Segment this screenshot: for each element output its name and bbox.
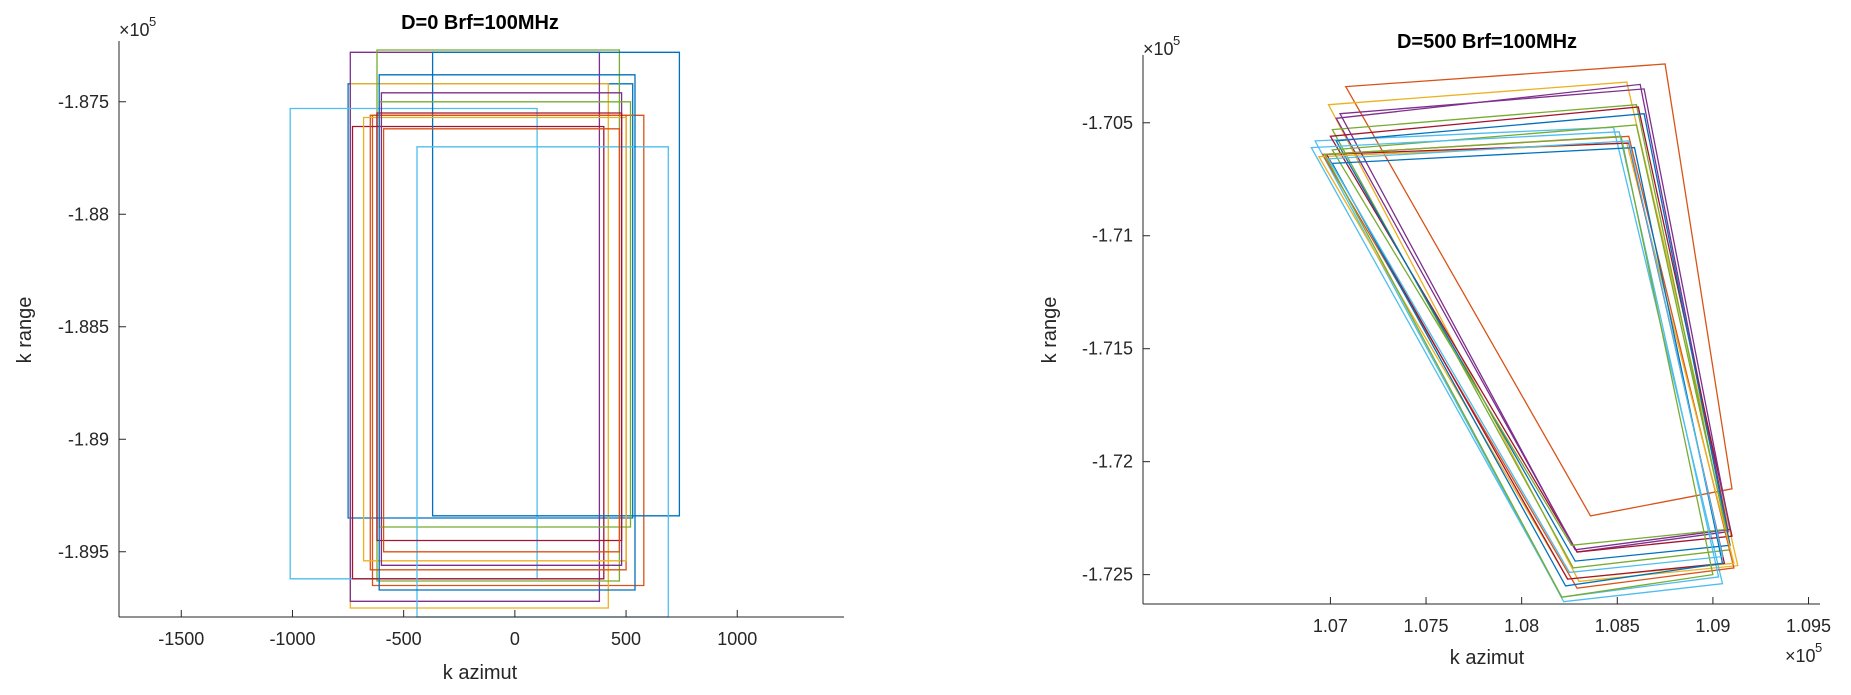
right-series-16 xyxy=(1327,140,1724,574)
right-series-12 xyxy=(1310,131,1720,598)
left-series-1 xyxy=(347,83,634,519)
right-y-tick-label: -1.72 xyxy=(1092,452,1133,472)
right-y-exponent-base: ×10 xyxy=(1143,39,1174,59)
right-x-exponent-power: 5 xyxy=(1815,640,1822,655)
left-series-4 xyxy=(349,51,601,602)
right-series-group xyxy=(1310,63,1739,603)
right-series-5 xyxy=(1314,126,1724,603)
right-axes xyxy=(1142,55,1820,605)
right-y-tick-label: -1.715 xyxy=(1082,339,1133,359)
left-series-15 xyxy=(378,74,636,591)
right-y-tick-label: -1.705 xyxy=(1082,113,1133,133)
right-series-1 xyxy=(1344,63,1733,517)
right-x-tick-label: 1.095 xyxy=(1786,616,1831,636)
left-x-tick-label: 0 xyxy=(510,629,520,649)
left-series-10 xyxy=(362,116,627,562)
right-series-6 xyxy=(1329,106,1733,553)
left-series-9 xyxy=(369,114,627,571)
left-series-11 xyxy=(380,92,623,566)
right-x-tick-label: 1.075 xyxy=(1404,616,1449,636)
left-x-axis-label: k azimut xyxy=(443,662,518,684)
right-series-2 xyxy=(1327,81,1739,583)
left-y-exponent-power: 5 xyxy=(149,14,156,29)
left-y-exponent: ×10 5 xyxy=(119,14,156,40)
left-y-ticks: -1.875 -1.88 -1.885 -1.89 -1.895 xyxy=(58,92,126,562)
left-series-7 xyxy=(351,125,605,580)
right-series-4 xyxy=(1331,104,1731,569)
left-series-6 xyxy=(289,107,538,580)
left-x-tick-label: -1000 xyxy=(269,629,315,649)
plot-left: D=0 Brf=100MHz -1500 -1000 -500 0 500 1000 -1… xyxy=(14,12,844,684)
left-series-8 xyxy=(431,51,681,517)
left-axes xyxy=(118,41,844,618)
right-x-ticks: 1.07 1.075 1.08 1.085 1.09 1.095 xyxy=(1313,597,1831,636)
left-y-axis-label: k range xyxy=(14,297,36,364)
right-x-exponent-base: ×10 xyxy=(1785,646,1816,666)
left-series-2 xyxy=(371,114,645,587)
right-y-axis-label: k range xyxy=(1039,297,1061,364)
right-x-tick-label: 1.09 xyxy=(1695,616,1730,636)
right-title: D=500 Brf=100MHz xyxy=(1397,31,1577,53)
left-x-tick-label: -1500 xyxy=(158,629,204,649)
left-series-14 xyxy=(376,112,623,542)
right-y-tick-label: -1.725 xyxy=(1082,565,1133,585)
right-x-tick-label: 1.08 xyxy=(1504,616,1539,636)
left-y-tick-label: -1.895 xyxy=(58,542,109,562)
right-x-tick-label: 1.07 xyxy=(1313,616,1348,636)
right-y-exponent: ×10 5 xyxy=(1143,33,1180,59)
left-y-tick-label: -1.875 xyxy=(58,92,109,112)
left-series-16 xyxy=(382,128,621,553)
right-series-14 xyxy=(1331,146,1724,587)
right-series-3 xyxy=(1335,83,1729,553)
right-x-tick-label: 1.085 xyxy=(1595,616,1640,636)
right-series-10 xyxy=(1338,88,1731,551)
right-x-axis-label: k azimut xyxy=(1450,647,1525,669)
right-y-ticks: -1.705 -1.71 -1.715 -1.72 -1.725 xyxy=(1082,113,1150,585)
left-series-group xyxy=(289,49,681,618)
left-y-exponent-base: ×10 xyxy=(119,20,150,40)
left-series-3 xyxy=(349,83,609,609)
left-x-ticks: -1500 -1000 -500 0 500 1000 xyxy=(158,610,757,649)
left-y-tick-label: -1.88 xyxy=(68,204,109,224)
right-y-tick-label: -1.71 xyxy=(1092,226,1133,246)
left-x-tick-label: 500 xyxy=(611,629,641,649)
left-series-5 xyxy=(376,49,621,582)
left-y-tick-label: -1.89 xyxy=(68,429,109,449)
right-series-11 xyxy=(1331,124,1728,546)
left-x-tick-label: -500 xyxy=(386,629,422,649)
left-x-tick-label: 1000 xyxy=(717,629,757,649)
right-series-15 xyxy=(1323,135,1714,598)
left-title: D=0 Brf=100MHz xyxy=(401,12,559,34)
plot-right: D=500 Brf=100MHz 1.07 1.075 1.08 1.085 1.09 1… xyxy=(1039,31,1831,669)
right-x-exponent: ×10 5 xyxy=(1785,640,1822,666)
left-y-tick-label: -1.885 xyxy=(58,317,109,337)
right-y-exponent-power: 5 xyxy=(1173,33,1180,48)
